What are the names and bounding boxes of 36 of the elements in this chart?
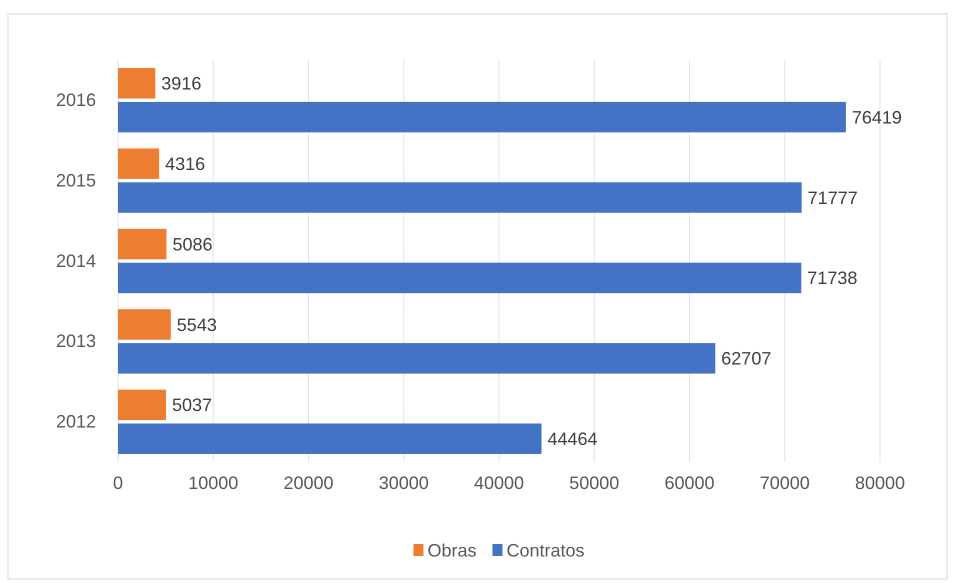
data-label: 71738	[807, 268, 858, 288]
y-tick-label: 2012	[56, 412, 96, 432]
x-tick-label: 70000	[760, 472, 810, 493]
y-tick-label: 2013	[56, 331, 96, 352]
bar	[118, 309, 171, 340]
x-tick-label: 0	[112, 472, 124, 493]
data-label: 71777	[808, 188, 858, 208]
y-tick-label: 2015	[56, 170, 96, 190]
bar	[118, 102, 846, 132]
x-tick-label: 50000	[569, 472, 620, 493]
data-label: 5086	[172, 234, 212, 254]
x-tick-label: 20000	[283, 472, 334, 493]
data-label: 3916	[161, 74, 202, 94]
y-tick-label: 2014	[56, 250, 96, 271]
x-tick-label: 80000	[854, 472, 906, 493]
x-tick-label: 30000	[378, 472, 429, 493]
data-label: 4316	[165, 154, 206, 174]
bar	[118, 343, 716, 374]
bar	[118, 182, 802, 213]
x-tick-label: 40000	[474, 472, 524, 493]
legend-label: Obras	[427, 540, 476, 560]
data-label: 76419	[852, 107, 902, 128]
y-tick-label: 2016	[56, 90, 96, 110]
bar	[118, 390, 166, 420]
bar	[118, 262, 802, 294]
bar	[118, 148, 160, 179]
bar	[118, 423, 542, 454]
data-label: 5543	[176, 314, 217, 335]
data-label: 44464	[548, 429, 598, 450]
x-tick-label: 10000	[188, 472, 238, 493]
data-label: 5037	[172, 395, 212, 416]
data-label: 62707	[721, 348, 772, 369]
bar	[118, 68, 156, 99]
bar	[118, 228, 166, 260]
legend-label: Contratos	[506, 540, 585, 560]
x-tick-label: 60000	[664, 472, 715, 493]
